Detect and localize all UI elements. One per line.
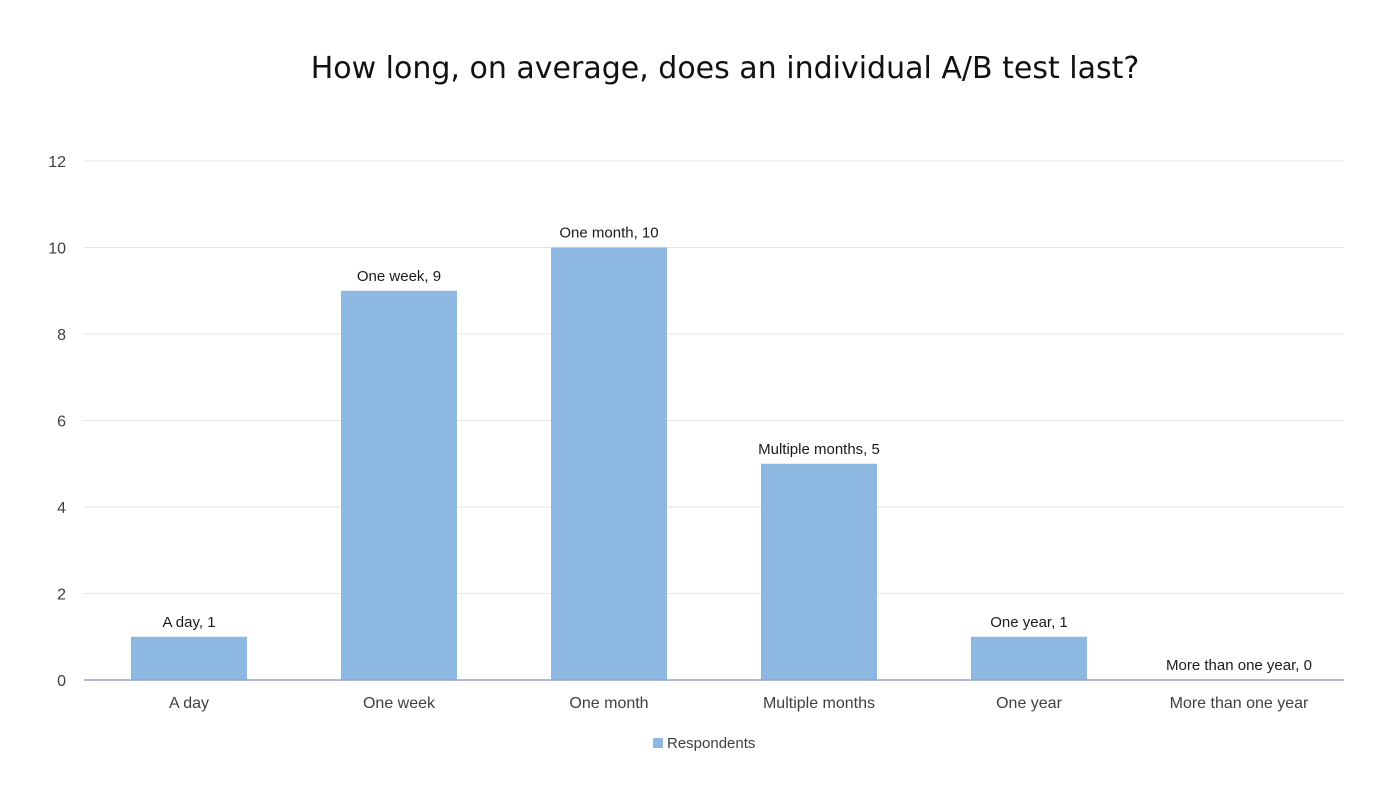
data-labels: A day, 1 One week, 9 One month, 10 Multiple… (162, 225, 1312, 675)
y-tick-label: 4 (57, 500, 66, 517)
bar (551, 247, 667, 680)
chart-title: How long, on average, does an individual… (311, 51, 1140, 86)
y-tick-label: 2 (57, 587, 66, 604)
data-label: Multiple months, 5 (758, 441, 880, 458)
data-label: One year, 1 (990, 614, 1068, 631)
y-tick-label: 12 (48, 154, 66, 171)
x-axis-categories: A day One week One month Multiple months One… (169, 695, 1309, 712)
legend-swatch (653, 738, 663, 748)
gridlines (84, 160, 1344, 594)
bar (761, 463, 877, 680)
y-tick-label: 10 (48, 241, 66, 258)
data-label: One week, 9 (357, 268, 441, 285)
y-axis-ticks: 0 2 4 6 8 10 12 (48, 154, 66, 690)
y-tick-label: 8 (57, 327, 66, 344)
data-label: A day, 1 (162, 614, 215, 631)
data-label: One month, 10 (559, 225, 658, 242)
bar (341, 290, 457, 680)
bars (131, 247, 1087, 680)
x-category-label: One year (996, 695, 1062, 712)
x-category-label: One month (569, 695, 648, 712)
legend-label: Respondents (667, 735, 755, 752)
x-category-label: A day (169, 695, 209, 712)
x-category-label: Multiple months (763, 695, 875, 712)
y-tick-label: 0 (57, 673, 66, 690)
bar (131, 636, 247, 680)
x-category-label: One week (363, 695, 436, 712)
bar (971, 636, 1087, 680)
legend: Respondents (653, 735, 755, 752)
data-label: More than one year, 0 (1166, 657, 1312, 674)
x-category-label: More than one year (1170, 695, 1309, 712)
y-tick-label: 6 (57, 414, 66, 431)
